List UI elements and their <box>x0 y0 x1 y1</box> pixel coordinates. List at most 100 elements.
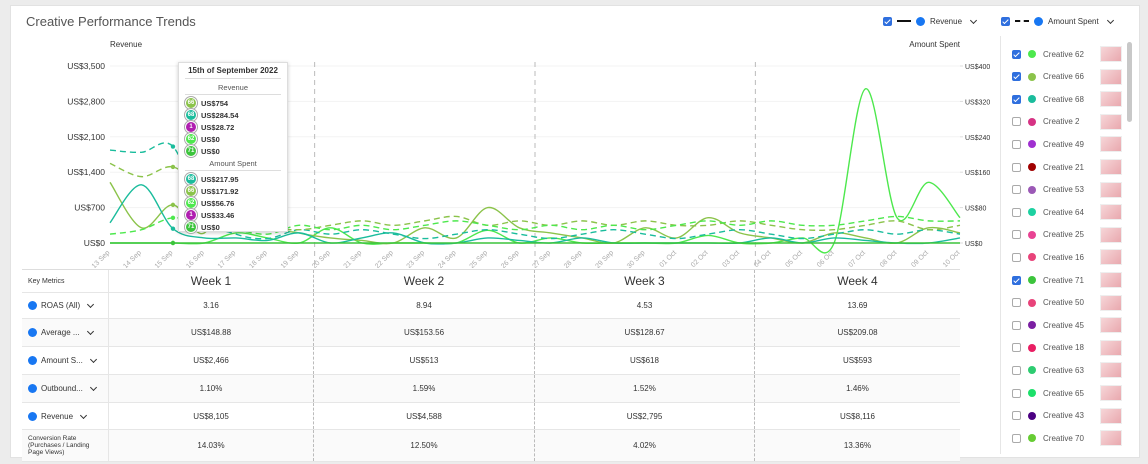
checkbox[interactable] <box>1012 72 1021 82</box>
creative-item[interactable]: Creative 16 <box>1012 249 1122 266</box>
chevron[interactable] <box>89 383 97 392</box>
x-tick-label: 04 Oct <box>753 249 773 268</box>
creative-item[interactable]: Creative 43 <box>1012 407 1122 424</box>
creative-item[interactable]: Creative 70 <box>1012 430 1122 447</box>
color-dot <box>1028 253 1036 262</box>
table-cell: US$593 <box>754 347 960 374</box>
tooltip-row: 1 US$33.46 <box>185 209 281 221</box>
hover-dot <box>170 202 176 208</box>
x-tick-label: 05 Oct <box>784 249 804 268</box>
color-dot <box>1028 95 1036 104</box>
row-label[interactable]: Average ... <box>22 319 109 346</box>
y2-tick-label: US$0 <box>965 241 983 248</box>
checkbox[interactable] <box>1012 298 1021 308</box>
creative-item[interactable]: Creative 2 <box>1012 113 1122 130</box>
chevron[interactable] <box>79 411 88 419</box>
creative-item[interactable]: Creative 64 <box>1012 204 1122 221</box>
checkbox[interactable] <box>1012 162 1021 172</box>
chart: Revenue Amount SpentUS$0US$700US$1,400US$… <box>67 40 990 268</box>
title: Creative Performance Trends <box>26 14 196 29</box>
checkbox[interactable] <box>1012 117 1021 127</box>
color-dot <box>1028 298 1036 307</box>
row-label[interactable]: Outbound... <box>22 375 109 402</box>
checkbox[interactable] <box>1012 388 1021 398</box>
creative-item[interactable]: Creative 49 <box>1012 136 1122 153</box>
checkbox[interactable] <box>1012 139 1021 149</box>
creative-item[interactable]: Creative 68 <box>1012 91 1122 108</box>
color-dot <box>1028 434 1036 443</box>
checkbox[interactable] <box>1001 16 1010 26</box>
x-tick-label: 19 Sep <box>280 249 301 268</box>
table-cell: US$153.56 <box>313 319 534 346</box>
row-label-text: Amount S... <box>41 356 83 365</box>
table-cell: US$4,588 <box>313 403 534 429</box>
table-cell: 12.50% <box>313 430 534 461</box>
table-cell: 1.46% <box>754 375 960 402</box>
chevron[interactable] <box>89 355 97 364</box>
facebook-icon <box>1034 16 1043 26</box>
table-cell: US$513 <box>313 347 534 374</box>
tooltip-row: 66 US$171.92 <box>185 185 281 197</box>
thumbnail <box>1100 339 1122 356</box>
creative-item[interactable]: Creative 18 <box>1012 339 1122 356</box>
chevron[interactable] <box>86 327 94 336</box>
series-line <box>109 142 961 240</box>
checkbox[interactable] <box>1012 365 1021 375</box>
chevron[interactable] <box>1106 16 1114 24</box>
y2-tick-label: US$160 <box>965 170 990 177</box>
creative-name: Creative 45 <box>1043 320 1084 330</box>
badge: 71 <box>185 221 197 233</box>
x-tick-label: 22 Sep <box>374 249 395 268</box>
chevron[interactable] <box>87 300 95 309</box>
checkbox[interactable] <box>1012 185 1021 195</box>
checkbox[interactable] <box>1012 207 1021 217</box>
creative-item[interactable]: Creative 50 <box>1012 294 1122 311</box>
table-cell: 4.02% <box>534 430 754 461</box>
row-label[interactable]: Amount S... <box>22 347 109 374</box>
creative-item[interactable]: Creative 45 <box>1012 317 1122 334</box>
checkbox[interactable] <box>1012 343 1021 353</box>
checkbox[interactable] <box>1012 252 1021 262</box>
color-dot <box>1028 276 1036 284</box>
legend-toggle[interactable]: Revenue <box>883 14 980 28</box>
checkbox[interactable] <box>1012 320 1021 330</box>
checkbox[interactable] <box>1012 230 1021 240</box>
checkbox[interactable] <box>1012 94 1021 104</box>
tooltip-value: US$0 <box>201 134 220 144</box>
creative-item[interactable]: Creative 66 <box>1012 68 1122 85</box>
creative-name: Creative 66 <box>1043 72 1084 82</box>
row-label[interactable]: ROAS (All) <box>22 293 109 318</box>
creative-item[interactable]: Creative 25 <box>1012 226 1122 243</box>
row-label[interactable]: Revenue <box>22 403 109 429</box>
creative-item[interactable]: Creative 53 <box>1012 181 1122 198</box>
row-label-text: Revenue <box>41 411 74 421</box>
creative-item[interactable]: Creative 63 <box>1012 362 1122 379</box>
creative-item[interactable]: Creative 62 <box>1012 46 1122 62</box>
hover-dot <box>170 164 176 170</box>
separator <box>1000 36 1001 454</box>
y2-tick-label: US$80 <box>965 206 987 213</box>
tooltip: 15th of September 2022 Revenue 66 US$754 68 U… <box>178 62 288 233</box>
table-cell: US$2,795 <box>534 403 754 429</box>
table-row: ROAS (All) 3.16 8.94 4.53 13.69 <box>22 293 960 319</box>
legend-toggle[interactable]: Amount Spent <box>1001 14 1117 28</box>
x-tick-label: 16 Sep <box>185 249 206 268</box>
badge: 68 <box>185 173 197 185</box>
tooltip-row: 62 US$0 <box>185 133 281 145</box>
y-axis-label: Revenue <box>110 40 143 49</box>
checkbox[interactable] <box>883 16 892 26</box>
checkbox[interactable] <box>1012 411 1021 421</box>
legend-label: Amount Spent <box>1048 16 1099 26</box>
checkbox[interactable] <box>1012 275 1021 285</box>
creative-name: Creative 2 <box>1043 117 1080 127</box>
scrollbar[interactable] <box>1127 42 1132 122</box>
checkbox[interactable] <box>1012 49 1021 59</box>
color-dot <box>1028 117 1036 126</box>
creative-item[interactable]: Creative 65 <box>1012 385 1122 401</box>
badge: 66 <box>185 185 197 197</box>
checkbox[interactable] <box>1012 433 1021 443</box>
x-tick-label: 24 Sep <box>437 249 458 268</box>
creative-item[interactable]: Creative 71 <box>1012 272 1122 288</box>
x-tick-label: 28 Sep <box>563 249 584 268</box>
creative-item[interactable]: Creative 21 <box>1012 159 1122 175</box>
